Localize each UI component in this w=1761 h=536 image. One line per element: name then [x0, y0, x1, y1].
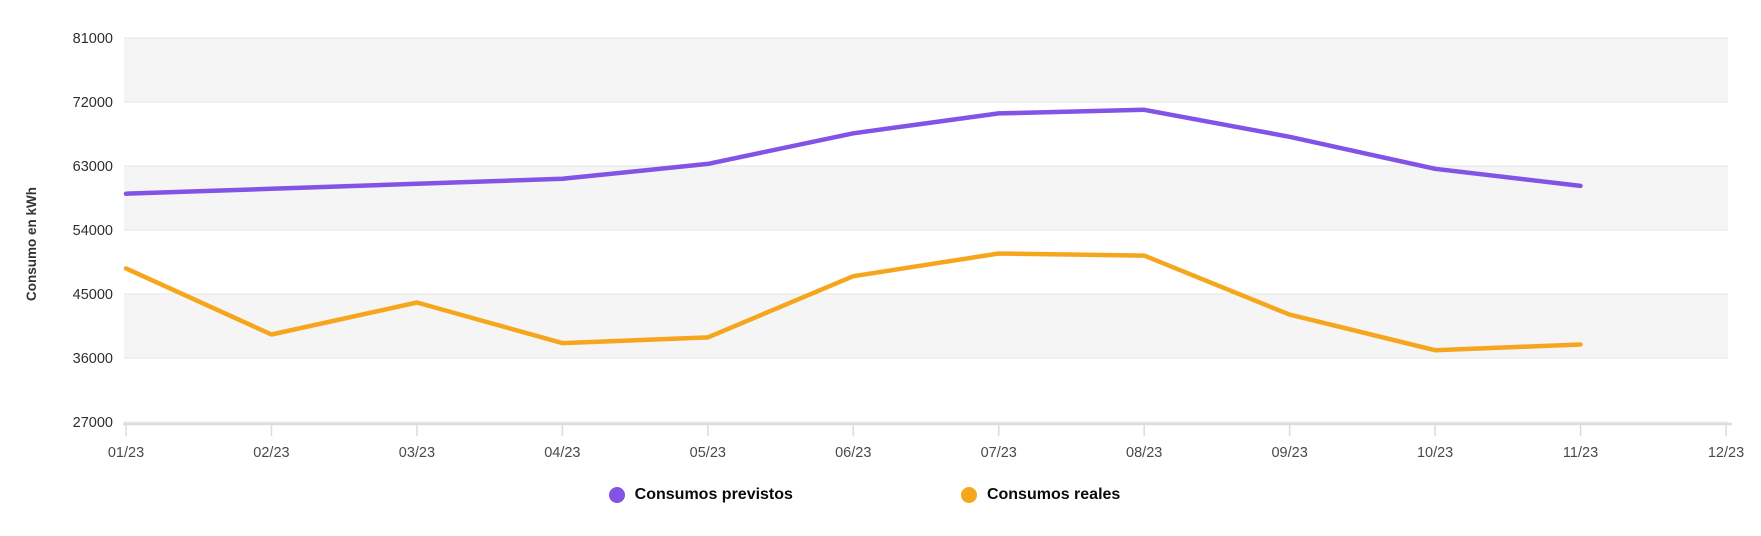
legend-marker-previstos-icon — [608, 487, 625, 503]
x-tick-label: 09/23 — [1271, 445, 1307, 461]
legend-item-consumos-previstos[interactable]: Consumos previstos — [608, 486, 793, 504]
y-tick-label: 27000 — [73, 415, 113, 431]
plot-band — [124, 38, 1728, 102]
legend-item-consumos-reales[interactable]: Consumos reales — [960, 486, 1121, 504]
legend-marker-reales-icon — [960, 487, 977, 503]
x-tick-label: 06/23 — [835, 445, 871, 461]
x-tick-label: 10/23 — [1417, 445, 1453, 461]
x-tick-label: 12/23 — [1708, 445, 1744, 461]
legend-label-previstos: Consumos previstos — [634, 486, 793, 503]
x-tick-label: 08/23 — [1126, 445, 1162, 461]
x-tick-label: 02/23 — [253, 445, 289, 461]
x-tick-label: 01/23 — [108, 445, 144, 461]
y-tick-label: 72000 — [73, 95, 113, 111]
y-tick-label: 63000 — [73, 159, 113, 175]
y-tick-label: 81000 — [73, 31, 113, 47]
series-line-consumos-previstos[interactable] — [123, 107, 1583, 196]
y-tick-label: 36000 — [73, 351, 113, 367]
y-tick-label: 54000 — [73, 223, 113, 239]
x-tick-label: 07/23 — [981, 445, 1017, 461]
y-axis-title: Consumo en kWh — [24, 187, 39, 301]
series-line-consumos-reales[interactable] — [123, 251, 1583, 353]
legend-label-reales: Consumos reales — [986, 486, 1121, 503]
x-tick-label: 11/23 — [1563, 445, 1598, 461]
x-tick-label: 04/23 — [544, 445, 580, 461]
y-tick-label: 45000 — [73, 287, 113, 303]
x-tick-label: 03/23 — [399, 445, 435, 461]
chart-legend: Consumos previstos Consumos reales — [0, 486, 1745, 504]
plot-band — [124, 166, 1728, 230]
x-tick-label: 05/23 — [690, 445, 726, 461]
